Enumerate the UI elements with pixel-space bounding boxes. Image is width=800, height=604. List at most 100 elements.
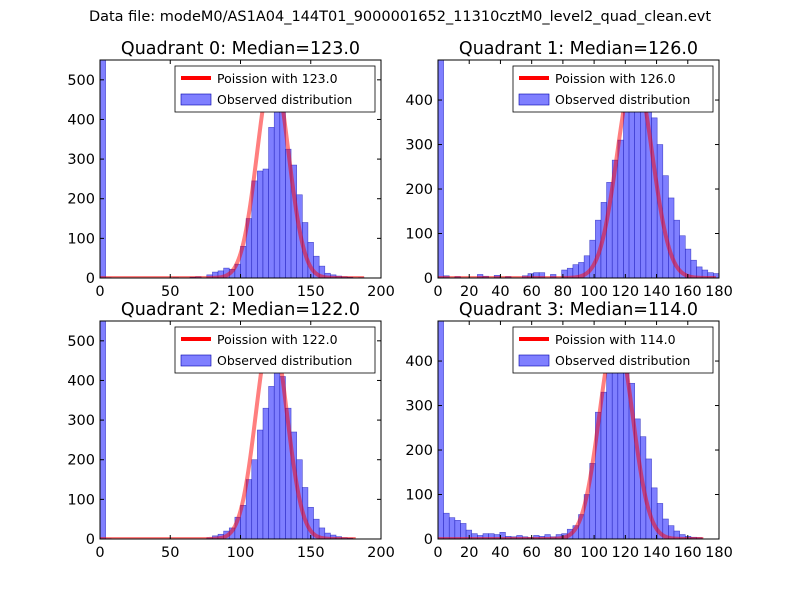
y-tick-label: 0: [424, 271, 433, 287]
x-tick-label: 60: [522, 545, 540, 561]
y-tick-label: 0: [86, 532, 95, 548]
legend-bar-label: Observed distribution: [555, 353, 690, 368]
x-tick-label: 180: [705, 545, 733, 561]
subplot-title: Quadrant 1: Median=126.0: [459, 39, 698, 59]
y-tick-label: 0: [86, 271, 95, 287]
y-tick-label: 200: [67, 192, 95, 208]
legend-bar-swatch: [181, 355, 211, 366]
x-tick-label: 100: [227, 545, 255, 561]
x-tick-label: 150: [297, 545, 325, 561]
y-tick-label: 200: [405, 182, 433, 198]
histogram-bar: [100, 56, 106, 278]
histogram-bar: [438, 60, 444, 278]
x-tick-label: 0: [95, 284, 104, 300]
x-tick-label: 140: [643, 545, 671, 561]
histogram-bar: [252, 460, 258, 539]
x-tick-label: 200: [367, 545, 395, 561]
histogram-bar: [257, 430, 263, 539]
x-tick-label: 0: [433, 284, 442, 300]
x-tick-label: 160: [674, 545, 702, 561]
legend-bar-swatch: [519, 94, 549, 105]
x-tick-label: 200: [367, 284, 395, 300]
histogram-bar: [607, 365, 613, 539]
x-tick-label: 140: [643, 284, 671, 300]
legend-bar-swatch: [181, 94, 211, 105]
legend-bar-label: Observed distribution: [217, 353, 352, 368]
histogram-bar: [668, 198, 674, 278]
x-tick-label: 40: [491, 284, 509, 300]
x-tick-label: 60: [522, 284, 540, 300]
histogram-bar: [100, 317, 106, 539]
legend-bar-label: Observed distribution: [555, 92, 690, 107]
y-tick-label: 200: [67, 453, 95, 469]
y-tick-label: 400: [67, 373, 95, 389]
x-tick-label: 120: [611, 545, 639, 561]
y-tick-label: 400: [67, 112, 95, 128]
histogram-bar: [618, 140, 624, 278]
histogram-bar: [263, 169, 269, 278]
legend: Poission with 114.0 Observed distribution: [513, 327, 713, 373]
histogram-bar: [623, 109, 629, 278]
y-tick-label: 300: [67, 413, 95, 429]
x-tick-label: 100: [227, 284, 255, 300]
histogram-bar: [438, 321, 444, 539]
x-tick-label: 40: [491, 545, 509, 561]
x-tick-label: 120: [611, 284, 639, 300]
histogram-bar: [601, 392, 607, 539]
x-tick-label: 0: [433, 545, 442, 561]
x-tick-label: 100: [580, 284, 608, 300]
histogram-bar: [455, 520, 461, 539]
x-tick-label: 150: [297, 284, 325, 300]
subplot-title: Quadrant 3: Median=114.0: [459, 300, 698, 320]
legend-line-label: Poission with 126.0: [555, 71, 676, 86]
x-tick-label: 100: [580, 545, 608, 561]
x-tick-label: 180: [705, 284, 733, 300]
y-tick-label: 400: [405, 354, 433, 370]
legend-line-label: Poission with 114.0: [555, 332, 676, 347]
legend: Poission with 126.0 Observed distribution: [513, 66, 713, 112]
y-tick-label: 500: [67, 73, 95, 89]
histogram-bar: [257, 171, 263, 278]
subplot-quadrant-2: 0 50 100 150 200 0 100 200 300 400 500 Quadrant 2: …: [67, 300, 395, 561]
y-tick-label: 500: [67, 334, 95, 350]
histogram-bar: [269, 386, 275, 539]
subplot-title: Quadrant 0: Median=123.0: [121, 39, 360, 59]
histogram-bar: [629, 96, 635, 278]
x-tick-label: 50: [161, 284, 179, 300]
y-tick-label: 0: [424, 532, 433, 548]
legend-line-label: Poission with 122.0: [217, 332, 338, 347]
subplot-title: Quadrant 2: Median=122.0: [121, 300, 360, 320]
y-tick-label: 100: [405, 227, 433, 243]
x-tick-label: 20: [460, 545, 478, 561]
legend-bar-label: Observed distribution: [217, 92, 352, 107]
histogram-bar: [612, 345, 618, 539]
legend: Poission with 123.0 Observed distribution: [175, 66, 375, 112]
x-tick-label: 80: [554, 284, 572, 300]
y-tick-label: 100: [67, 492, 95, 508]
y-tick-label: 400: [405, 93, 433, 109]
legend-bar-swatch: [519, 355, 549, 366]
histogram-bar: [449, 518, 455, 539]
y-tick-label: 200: [405, 443, 433, 459]
histogram-bar: [460, 523, 466, 539]
y-tick-label: 100: [405, 488, 433, 504]
histogram-bar: [274, 110, 280, 278]
histogram-bar: [263, 408, 269, 539]
legend-line-label: Poission with 123.0: [217, 71, 338, 86]
legend: Poission with 122.0 Observed distribution: [175, 327, 375, 373]
x-tick-label: 160: [674, 284, 702, 300]
histogram-bar: [444, 513, 450, 539]
figure-suptitle: Data file: modeM0/AS1A04_144T01_90000016…: [0, 9, 800, 25]
x-tick-label: 20: [460, 284, 478, 300]
y-tick-label: 300: [405, 138, 433, 154]
y-tick-label: 300: [405, 399, 433, 415]
x-tick-label: 80: [554, 545, 572, 561]
x-tick-label: 50: [161, 545, 179, 561]
x-tick-label: 0: [95, 545, 104, 561]
histogram-bar: [269, 127, 275, 278]
